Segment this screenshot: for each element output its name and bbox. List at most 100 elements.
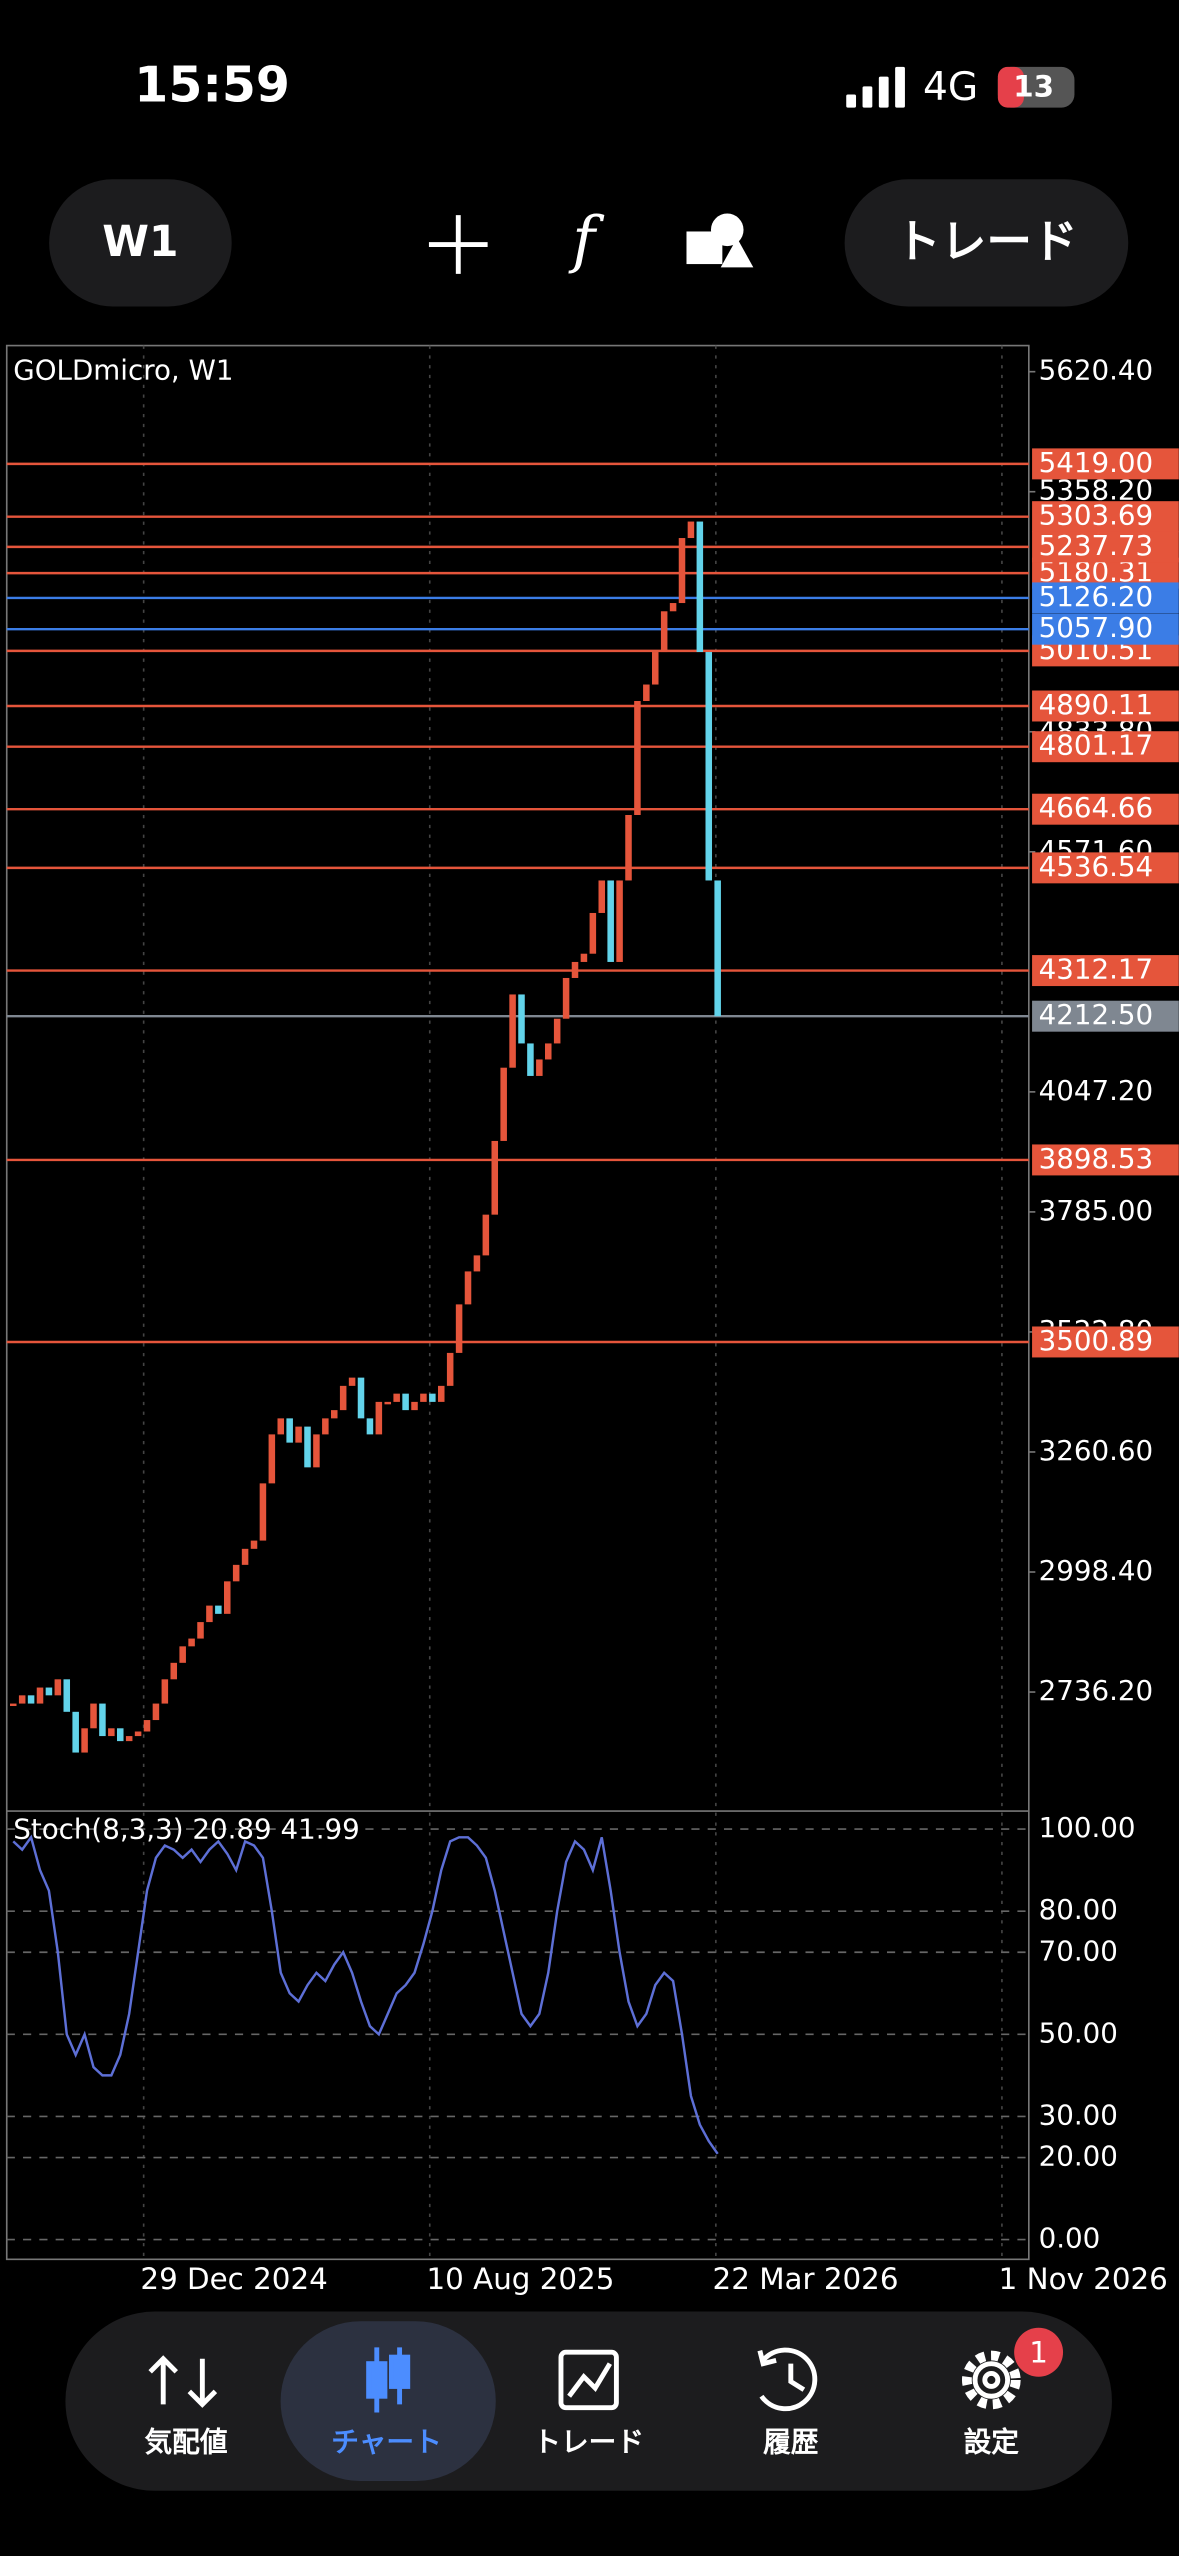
active-tab xyxy=(280,2321,496,2482)
stoch-tick-label: 0.00 xyxy=(1039,2222,1101,2255)
level-label-bg xyxy=(1032,1000,1179,1032)
stoch-line xyxy=(12,1834,719,2155)
candle xyxy=(509,994,516,1068)
candle xyxy=(232,1564,240,1582)
tab-label[interactable]: 設定 xyxy=(964,2426,1020,2459)
trade-icon[interactable] xyxy=(558,2349,619,2411)
crosshair-icon[interactable] xyxy=(428,215,488,274)
candle xyxy=(678,538,686,604)
candle xyxy=(223,1581,231,1614)
stoch-tick-label: 80.00 xyxy=(1039,1893,1118,1926)
level-label: 4801.17 xyxy=(1039,729,1154,762)
candle xyxy=(81,1728,88,1753)
tab-label[interactable]: 気配値 xyxy=(144,2426,227,2459)
candle xyxy=(607,880,614,962)
y-tick-label: 4047.20 xyxy=(1039,1074,1154,1107)
battery-text: 13 xyxy=(1013,70,1054,104)
candle xyxy=(625,815,632,881)
level-label: 4312.17 xyxy=(1039,953,1154,986)
trade-button[interactable] xyxy=(844,179,1129,307)
candle xyxy=(188,1638,195,1647)
level-label: 3898.53 xyxy=(1039,1142,1154,1175)
clock: 15:59 xyxy=(134,57,290,114)
candle xyxy=(464,1271,472,1305)
candle xyxy=(215,1605,222,1614)
level-label: 4536.54 xyxy=(1039,850,1154,883)
x-tick-label: 10 Aug 2025 xyxy=(426,2262,614,2296)
candle xyxy=(36,1687,44,1704)
tab-label[interactable]: 履歴 xyxy=(763,2426,819,2459)
candle xyxy=(500,1067,507,1141)
tab-labels: 気配値 チャート トレード 履歴 設定 xyxy=(144,2426,1019,2459)
candle xyxy=(571,961,579,978)
candle xyxy=(72,1711,79,1753)
candle xyxy=(268,1434,276,1484)
level-label-bg xyxy=(1032,793,1179,825)
chart-icon[interactable] xyxy=(366,2347,411,2413)
x-tick-label: 1 Nov 2026 xyxy=(999,2262,1168,2296)
candle xyxy=(152,1703,160,1721)
level-label: 4664.66 xyxy=(1039,791,1154,824)
timeframe[interactable]: W1 xyxy=(102,217,178,266)
level-label: 5303.69 xyxy=(1039,499,1154,532)
y-tick-label: 2998.40 xyxy=(1039,1554,1154,1587)
candle xyxy=(402,1393,409,1411)
y-tick-label: 2736.20 xyxy=(1039,1674,1154,1707)
candle xyxy=(598,880,606,913)
objects-icon[interactable] xyxy=(686,213,754,268)
level-label: 4212.50 xyxy=(1039,998,1154,1031)
candle xyxy=(330,1410,338,1419)
candle xyxy=(696,521,704,653)
chart-frame xyxy=(5,344,1030,2261)
candle xyxy=(634,701,641,816)
candle xyxy=(669,603,677,612)
candle xyxy=(295,1426,302,1443)
level-label-bg xyxy=(1032,690,1179,722)
quotes-icon[interactable] xyxy=(148,2355,218,2408)
level-label-bg xyxy=(1032,582,1179,614)
candle xyxy=(108,1728,115,1737)
stoch-tick-label: 100.00 xyxy=(1039,1811,1136,1844)
settings-icon[interactable] xyxy=(961,2350,1021,2410)
candle xyxy=(366,1418,374,1435)
stoch-tick-label: 50.00 xyxy=(1039,2016,1118,2049)
candle xyxy=(544,1043,552,1060)
candle xyxy=(437,1385,445,1402)
y-tick-label: 3260.60 xyxy=(1039,1434,1154,1467)
candle xyxy=(411,1401,418,1411)
level-label: 4890.11 xyxy=(1039,688,1154,721)
candle xyxy=(170,1662,178,1680)
stoch-tick-label: 20.00 xyxy=(1039,2140,1118,2173)
level-label-bg xyxy=(1032,955,1179,987)
candle xyxy=(125,1736,133,1742)
candle xyxy=(54,1679,62,1696)
candle xyxy=(241,1548,249,1565)
candle xyxy=(286,1418,293,1443)
x-tick-label: 29 Dec 2024 xyxy=(140,2262,327,2296)
candle xyxy=(705,652,713,881)
candle xyxy=(446,1352,454,1386)
stoch-label: Stoch(8,3,3) 20.89 41.99 xyxy=(13,1813,360,1846)
timeframe-button[interactable] xyxy=(49,179,232,307)
candle xyxy=(206,1605,213,1623)
candle xyxy=(393,1393,400,1402)
level-label: 3500.89 xyxy=(1039,1324,1154,1357)
candle xyxy=(197,1622,204,1639)
level-label: 5237.73 xyxy=(1039,529,1154,562)
candle xyxy=(687,521,695,539)
history-icon[interactable] xyxy=(757,2347,818,2412)
candle xyxy=(339,1385,347,1411)
candle xyxy=(518,994,525,1044)
candle xyxy=(348,1377,356,1386)
candle xyxy=(589,912,597,954)
candle xyxy=(313,1434,320,1468)
candle xyxy=(90,1703,97,1729)
level-label: 5057.90 xyxy=(1039,611,1154,644)
tab-label[interactable]: トレード xyxy=(533,2426,644,2459)
trade-button-label[interactable]: トレード xyxy=(895,215,1077,268)
tab-label[interactable]: チャート xyxy=(331,2426,442,2459)
candle xyxy=(9,1703,17,1707)
level-label-bg xyxy=(1032,613,1179,645)
